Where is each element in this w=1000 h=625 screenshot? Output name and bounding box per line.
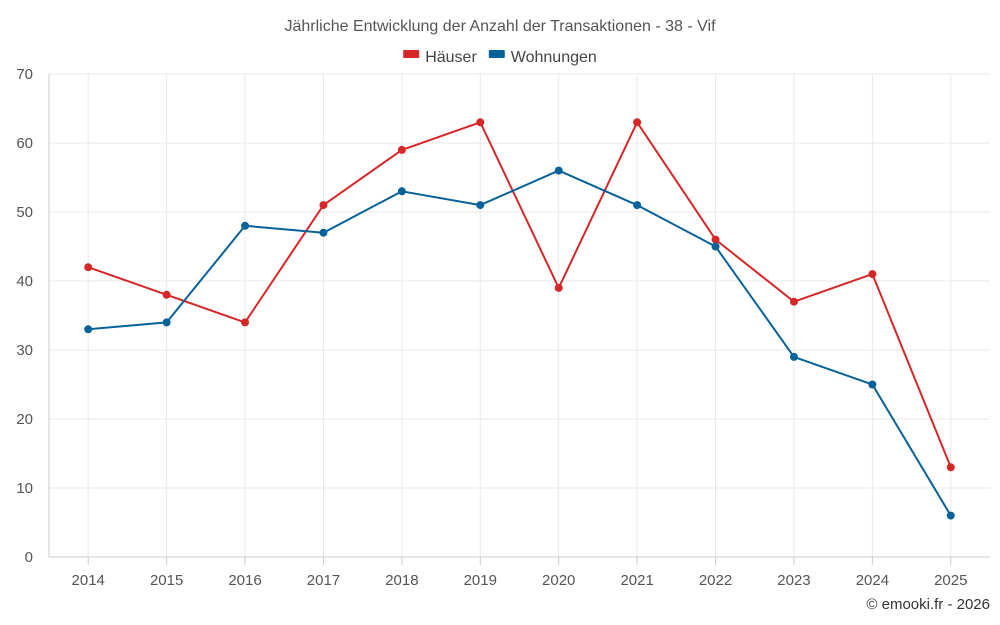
x-tick-label: 2023 [777, 572, 810, 589]
y-tick-label: 10 [16, 480, 33, 497]
data-point-haeuser [554, 283, 563, 292]
data-point-wohnungen [633, 201, 642, 210]
credit-text: © emooki.fr - 2026 [866, 596, 990, 613]
x-tick-label: 2014 [72, 572, 105, 589]
data-point-wohnungen [319, 228, 328, 237]
data-point-haeuser [162, 290, 171, 299]
series-line-haeuser [87, 121, 952, 468]
y-tick-label: 30 [16, 342, 33, 359]
data-point-wohnungen [84, 325, 93, 334]
y-tick-label: 70 [16, 66, 33, 83]
y-tick-label: 20 [16, 411, 33, 428]
x-tick-label: 2016 [228, 572, 261, 589]
data-point-wohnungen [711, 242, 720, 251]
series-line-wohnungen [88, 169, 952, 517]
data-point-haeuser [84, 263, 93, 272]
y-tick-label: 60 [16, 135, 33, 152]
data-point-haeuser [633, 118, 642, 127]
chart-series [84, 118, 955, 520]
data-point-wohnungen [476, 201, 485, 210]
legend-swatch [403, 50, 420, 58]
legend-label: Wohnungen [511, 49, 597, 66]
data-point-wohnungen [162, 318, 171, 327]
chart-title: Jährliche Entwicklung der Anzahl der Tra… [284, 18, 716, 35]
chart-legend: Häuser Wohnungen [403, 49, 597, 66]
x-tick-label: 2018 [385, 572, 418, 589]
y-tick-label: 50 [16, 204, 33, 221]
data-point-wohnungen [241, 221, 250, 230]
data-point-haeuser [319, 201, 328, 210]
data-point-haeuser [397, 145, 406, 154]
y-axis: 0 10 20 30 40 50 60 70 [16, 66, 33, 566]
data-point-wohnungen [789, 352, 798, 361]
x-axis: 2014 2015 2016 2017 2018 2019 2020 2021 2022 2023… [72, 557, 967, 589]
data-point-wohnungen [946, 511, 955, 520]
y-tick-label: 0 [25, 549, 33, 566]
data-point-haeuser [946, 463, 955, 472]
data-point-haeuser [241, 318, 250, 327]
chart-grid [48, 73, 990, 558]
data-point-wohnungen [397, 187, 406, 196]
x-tick-label: 2024 [856, 572, 889, 589]
data-point-wohnungen [554, 166, 563, 175]
x-tick-label: 2022 [699, 572, 732, 589]
data-point-haeuser [789, 297, 798, 306]
x-tick-label: 2020 [542, 572, 575, 589]
x-tick-label: 2015 [150, 572, 183, 589]
y-tick-label: 40 [16, 273, 33, 290]
data-point-wohnungen [868, 380, 877, 389]
x-tick-label: 2019 [464, 572, 497, 589]
legend-label: Häuser [425, 49, 477, 66]
data-point-haeuser [476, 118, 485, 127]
x-tick-label: 2017 [307, 572, 340, 589]
x-tick-label: 2025 [934, 572, 967, 589]
x-tick-label: 2021 [620, 572, 653, 589]
data-point-haeuser [711, 235, 720, 244]
data-point-haeuser [868, 270, 877, 279]
legend-swatch [488, 50, 505, 58]
